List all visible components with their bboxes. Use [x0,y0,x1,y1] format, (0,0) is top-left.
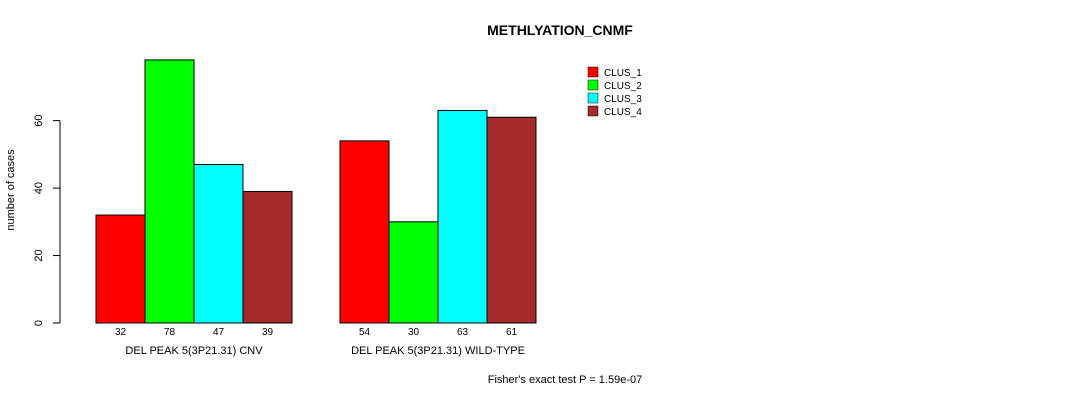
bars: 32 78 47 39 DEL PEAK 5(3P21.31) CNV 54 30 63 61 D… [95,59,537,357]
fisher-test-footnote: Fisher's exact test P = 1.59e-07 [488,374,642,386]
legend-swatch [587,105,599,117]
bar-clus-2-group-1 [144,59,195,324]
legend: CLUS_1 CLUS_2 CLUS_3 CLUS_4 [587,66,642,118]
bar-clus-3-group-2 [437,110,488,324]
legend-entry: CLUS_4 [604,107,642,118]
bar-count-label: 54 [359,327,371,338]
bar-clus-3-group-1 [193,163,244,324]
bar-count-label: 39 [262,327,274,338]
legend-swatch [587,66,599,78]
bar-count-label: 32 [115,327,127,338]
bar-count-label: 63 [457,327,469,338]
bar-clus-4-group-1 [242,190,293,324]
y-axis: 0 20 40 60 [33,114,61,326]
bar-clus-1-group-1 [95,214,146,324]
y-axis-label: number of cases [5,149,17,231]
y-tick-label: 0 [33,320,45,326]
y-tick-label: 20 [33,249,45,261]
bar-count-label: 78 [164,327,176,338]
legend-entry: CLUS_1 [604,68,642,79]
legend-entry: CLUS_3 [604,94,642,105]
legend-swatch [587,79,599,91]
y-tick-label: 60 [33,114,45,126]
chart-title: METHLYATION_CNMF [487,22,633,38]
bar-count-label: 30 [408,327,420,338]
legend-swatch [587,92,599,104]
legend-entry: CLUS_2 [604,81,642,92]
x-group-label: DEL PEAK 5(3P21.31) CNV [125,345,263,357]
x-group-label: DEL PEAK 5(3P21.31) WILD-TYPE [351,345,525,357]
bar-clus-2-group-2 [388,221,439,324]
bar-clus-4-group-2 [486,116,537,324]
y-tick-label: 40 [33,182,45,194]
bar-count-label: 47 [213,327,225,338]
bar-count-label: 61 [506,327,518,338]
bar-clus-1-group-2 [339,140,390,324]
